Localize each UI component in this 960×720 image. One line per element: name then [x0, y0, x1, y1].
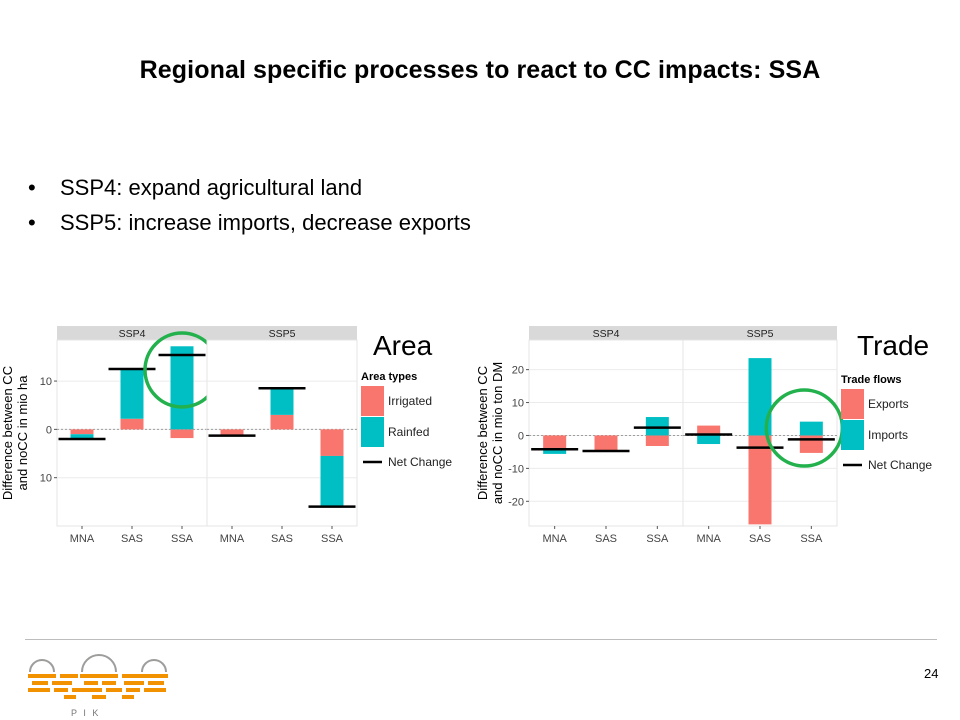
y-tick-label: 0 [46, 424, 52, 436]
bar-irrigated [220, 429, 244, 436]
panel-strip-label: SSP4 [593, 328, 620, 340]
y-axis-title: and noCC in mio ha [15, 375, 30, 491]
legend-label: Exports [868, 397, 909, 411]
bar-exports [543, 435, 567, 448]
y-tick-label: 10 [40, 473, 52, 485]
x-tick-label: SAS [749, 533, 771, 545]
bar-irrigated [170, 429, 194, 439]
y-tick-label: -10 [508, 463, 524, 475]
bar-rainfed [170, 346, 194, 430]
footer-divider [25, 639, 937, 640]
logo-text: P I K [71, 708, 100, 718]
bullet-text: SSP5: increase imports, decrease exports [60, 210, 471, 235]
panel-strip [683, 326, 837, 340]
bar-exports [697, 425, 721, 436]
x-tick-label: SSA [171, 533, 194, 545]
legend-label: Imports [868, 428, 908, 442]
bullet-item: • SSP5: increase imports, decrease export… [28, 205, 471, 240]
bar-irrigated [270, 414, 294, 430]
trade-label: Trade [857, 330, 930, 361]
legend-label: Rainfed [388, 425, 429, 439]
bar-irrigated [120, 418, 144, 430]
x-tick-label: MNA [220, 533, 245, 545]
legend-swatch-exports [841, 389, 864, 419]
x-tick-label: MNA [542, 533, 567, 545]
x-tick-label: SAS [121, 533, 143, 545]
y-tick-label: 10 [40, 376, 52, 388]
legend-swatch-imports [841, 420, 864, 450]
logo-arc-right [141, 659, 167, 673]
y-axis-title: Difference between CC [0, 366, 15, 500]
legend-label: Irrigated [388, 394, 432, 408]
bar-imports [748, 358, 772, 436]
slide-title: Regional specific processes to react to … [139, 56, 821, 84]
x-tick-label: SSA [800, 533, 823, 545]
legend-title: Area types [361, 371, 417, 383]
x-tick-label: MNA [70, 533, 95, 545]
logo-arc-left [29, 659, 55, 673]
bullet-dot: • [28, 210, 36, 235]
bullet-text: SSP4: expand agricultural land [60, 175, 363, 200]
legend-title: Trade flows [841, 374, 902, 386]
x-tick-label: SAS [271, 533, 293, 545]
bar-rainfed [120, 368, 144, 419]
bullet-list: • SSP4: expand agricultural land • SSP5: i… [28, 170, 471, 240]
x-tick-label: SSA [646, 533, 669, 545]
bar-irrigated [70, 429, 94, 435]
panel-strip-label: SSP5 [747, 328, 774, 340]
bar-imports [697, 435, 721, 445]
panel-strip [529, 326, 683, 340]
bullet-item: • SSP4: expand agricultural land [28, 170, 471, 205]
bullet-dot: • [28, 175, 36, 200]
y-axis-title: Difference between CC [475, 366, 490, 500]
bar-rainfed [70, 434, 94, 440]
area-label: Area [373, 330, 433, 361]
bar-rainfed [270, 388, 294, 415]
y-tick-label: 20 [512, 365, 524, 377]
logo-arc-center [81, 654, 117, 673]
bar-rainfed [320, 455, 344, 507]
bar-imports [645, 417, 669, 436]
x-tick-label: MNA [696, 533, 721, 545]
bar-exports [594, 435, 618, 452]
page-number: 24 [924, 666, 939, 681]
panel-strip-label: SSP5 [269, 328, 296, 340]
y-tick-label: -20 [508, 496, 524, 508]
y-tick-label: 10 [512, 398, 524, 410]
bar-exports [748, 435, 772, 525]
x-tick-label: SAS [595, 533, 617, 545]
trade-chart: Difference between CC and noCC in mio ton… [475, 326, 932, 545]
bar-imports [543, 447, 567, 454]
bar-exports [645, 435, 669, 447]
bar-exports [799, 435, 823, 453]
panel-strip-label: SSP4 [119, 328, 146, 340]
area-chart: Difference between CC and noCC in mio ha S… [0, 326, 452, 545]
legend-net-label: Net Change [868, 458, 932, 472]
legend-swatch-rainfed [361, 417, 384, 447]
x-tick-label: SSA [321, 533, 344, 545]
logo-bars [28, 674, 168, 699]
panel-strip [207, 326, 357, 340]
pik-logo: P I K [28, 654, 168, 718]
y-axis-title: and noCC in mio ton DM [490, 362, 505, 504]
y-tick-label: 0 [518, 430, 524, 442]
bar-irrigated [320, 429, 344, 456]
bar-imports [799, 421, 823, 436]
legend-net-label: Net Change [388, 455, 452, 469]
legend-swatch-irrigated [361, 386, 384, 416]
